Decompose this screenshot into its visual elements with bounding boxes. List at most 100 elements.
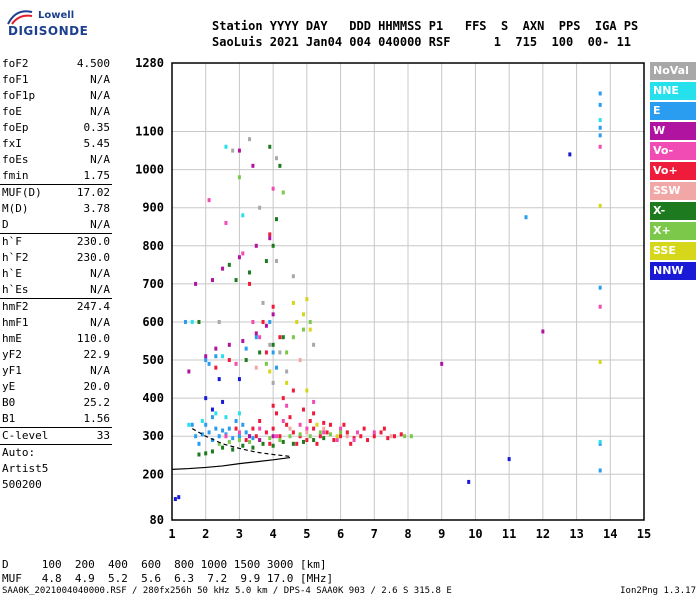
param-label: fxI (2, 137, 22, 150)
param-value: 17.02 (76, 186, 110, 199)
param-separator (0, 444, 112, 445)
echo-point-nne (187, 422, 191, 427)
echo-point-vominus (335, 438, 339, 443)
x-tick-label: 7 (371, 527, 378, 541)
y-tick-label: 500 (142, 353, 164, 367)
autoscaling-auto-label: Auto: (0, 445, 112, 461)
echo-point-vominus (598, 304, 602, 309)
legend-item-noval: NoVal (650, 62, 696, 80)
echo-point-voplus (312, 411, 316, 416)
echo-point-xplus (403, 434, 407, 439)
param-value: N/A (90, 218, 110, 231)
param-value: N/A (90, 89, 110, 102)
echo-point-e (227, 426, 231, 431)
param-label: foEp (2, 121, 29, 134)
x-tick-label: 13 (569, 527, 583, 541)
param-separator (0, 184, 112, 185)
echo-point-vominus (305, 426, 309, 431)
echo-point-e (204, 358, 208, 363)
echo-point-noval (217, 319, 221, 324)
param-row: M(D) 3.78 (0, 201, 112, 217)
echo-point-vominus (298, 422, 302, 427)
x-tick-label: 5 (303, 527, 310, 541)
echo-point-noval (258, 205, 262, 210)
echo-point-xplus (227, 439, 231, 444)
logo-product: DIGISONDE (8, 24, 89, 38)
echo-point-voplus (278, 434, 282, 439)
echo-point-e (275, 365, 279, 370)
param-value: N/A (90, 105, 110, 118)
param-value: 25.2 (83, 396, 111, 409)
echo-point-voplus (248, 281, 252, 286)
x-tick-label: 1 (168, 527, 175, 541)
echo-point-e (214, 354, 218, 359)
echo-point-w (264, 323, 268, 328)
echo-point-sse (291, 300, 295, 305)
param-row: fxI 5.45 (0, 136, 112, 152)
echo-point-voplus (234, 426, 238, 431)
echo-point-voplus (359, 434, 363, 439)
y-tick-label: 700 (142, 277, 164, 291)
echo-point-xplus (285, 350, 289, 355)
echo-point-voplus (281, 396, 285, 401)
plot-frame (171, 62, 645, 521)
legend-item-nne: NNE (650, 82, 696, 100)
echo-point-voplus (214, 365, 218, 370)
echo-point-voplus (264, 430, 268, 435)
echo-point-w (271, 434, 275, 439)
polarization-legend: NoVal NNE E W Vo- Vo+ SSW X- X+ SSE NNW (650, 62, 696, 282)
echo-point-vominus (237, 430, 241, 435)
echo-point-xplus (264, 361, 268, 366)
echo-point-ssw (322, 426, 326, 431)
echo-point-w (248, 434, 252, 439)
param-row: hmF2 247.4 (0, 299, 112, 315)
echo-point-noval (275, 156, 279, 161)
header-line-1: Station YYYY DAY DDD HHMMSS P1 FFS S AXN… (212, 19, 639, 33)
echo-point-nnw (237, 377, 241, 382)
echo-point-e (254, 335, 258, 340)
echo-point-e (190, 422, 194, 427)
echo-point-vominus (258, 426, 262, 431)
param-value: 4.500 (76, 57, 110, 70)
param-row: foF1 N/A (0, 72, 112, 88)
echo-point-xminus (248, 270, 252, 275)
echo-point-nne (221, 354, 225, 359)
echo-point-voplus (379, 430, 383, 435)
echo-point-vominus (355, 430, 359, 435)
echo-point-w (227, 342, 231, 347)
echo-point-voplus (312, 426, 316, 431)
x-tick-label: 6 (337, 527, 344, 541)
param-value: 5.45 (83, 137, 111, 150)
autoscaling-artist: Artist5 (0, 461, 112, 477)
echo-point-xminus (197, 319, 201, 324)
echo-point-vominus (271, 186, 275, 191)
echo-point-ssw (305, 430, 309, 435)
param-value: N/A (90, 364, 110, 377)
echo-point-xplus (268, 436, 272, 441)
param-row: h`F2 230.0 (0, 250, 112, 266)
y-tick-label: 800 (142, 239, 164, 253)
echo-point-voplus (291, 388, 295, 393)
echo-point-vominus (312, 399, 316, 404)
echo-point-w (237, 148, 241, 153)
param-label: h`E (2, 267, 22, 280)
param-row: foEp 0.35 (0, 120, 112, 136)
y-tick-label: 1280 (135, 56, 164, 70)
echo-point-vominus (224, 434, 228, 439)
param-label: B1 (2, 412, 16, 425)
legend-item-xminus: X- (650, 202, 696, 220)
echo-point-voplus (332, 438, 336, 443)
echo-point-vominus (224, 220, 228, 225)
x-tick-label: 9 (438, 527, 445, 541)
echo-point-sse (305, 297, 309, 302)
echo-point-e (217, 434, 221, 439)
param-value: N/A (90, 316, 110, 329)
param-label: MUF(D) (2, 186, 42, 199)
echo-point-e (598, 285, 602, 290)
y-tick-label: 1000 (135, 163, 164, 177)
echo-point-voplus (295, 441, 299, 446)
echo-point-noval (278, 350, 282, 355)
echo-point-xminus (210, 449, 214, 454)
echo-point-xplus (308, 319, 312, 324)
x-tick-label: 14 (603, 527, 617, 541)
